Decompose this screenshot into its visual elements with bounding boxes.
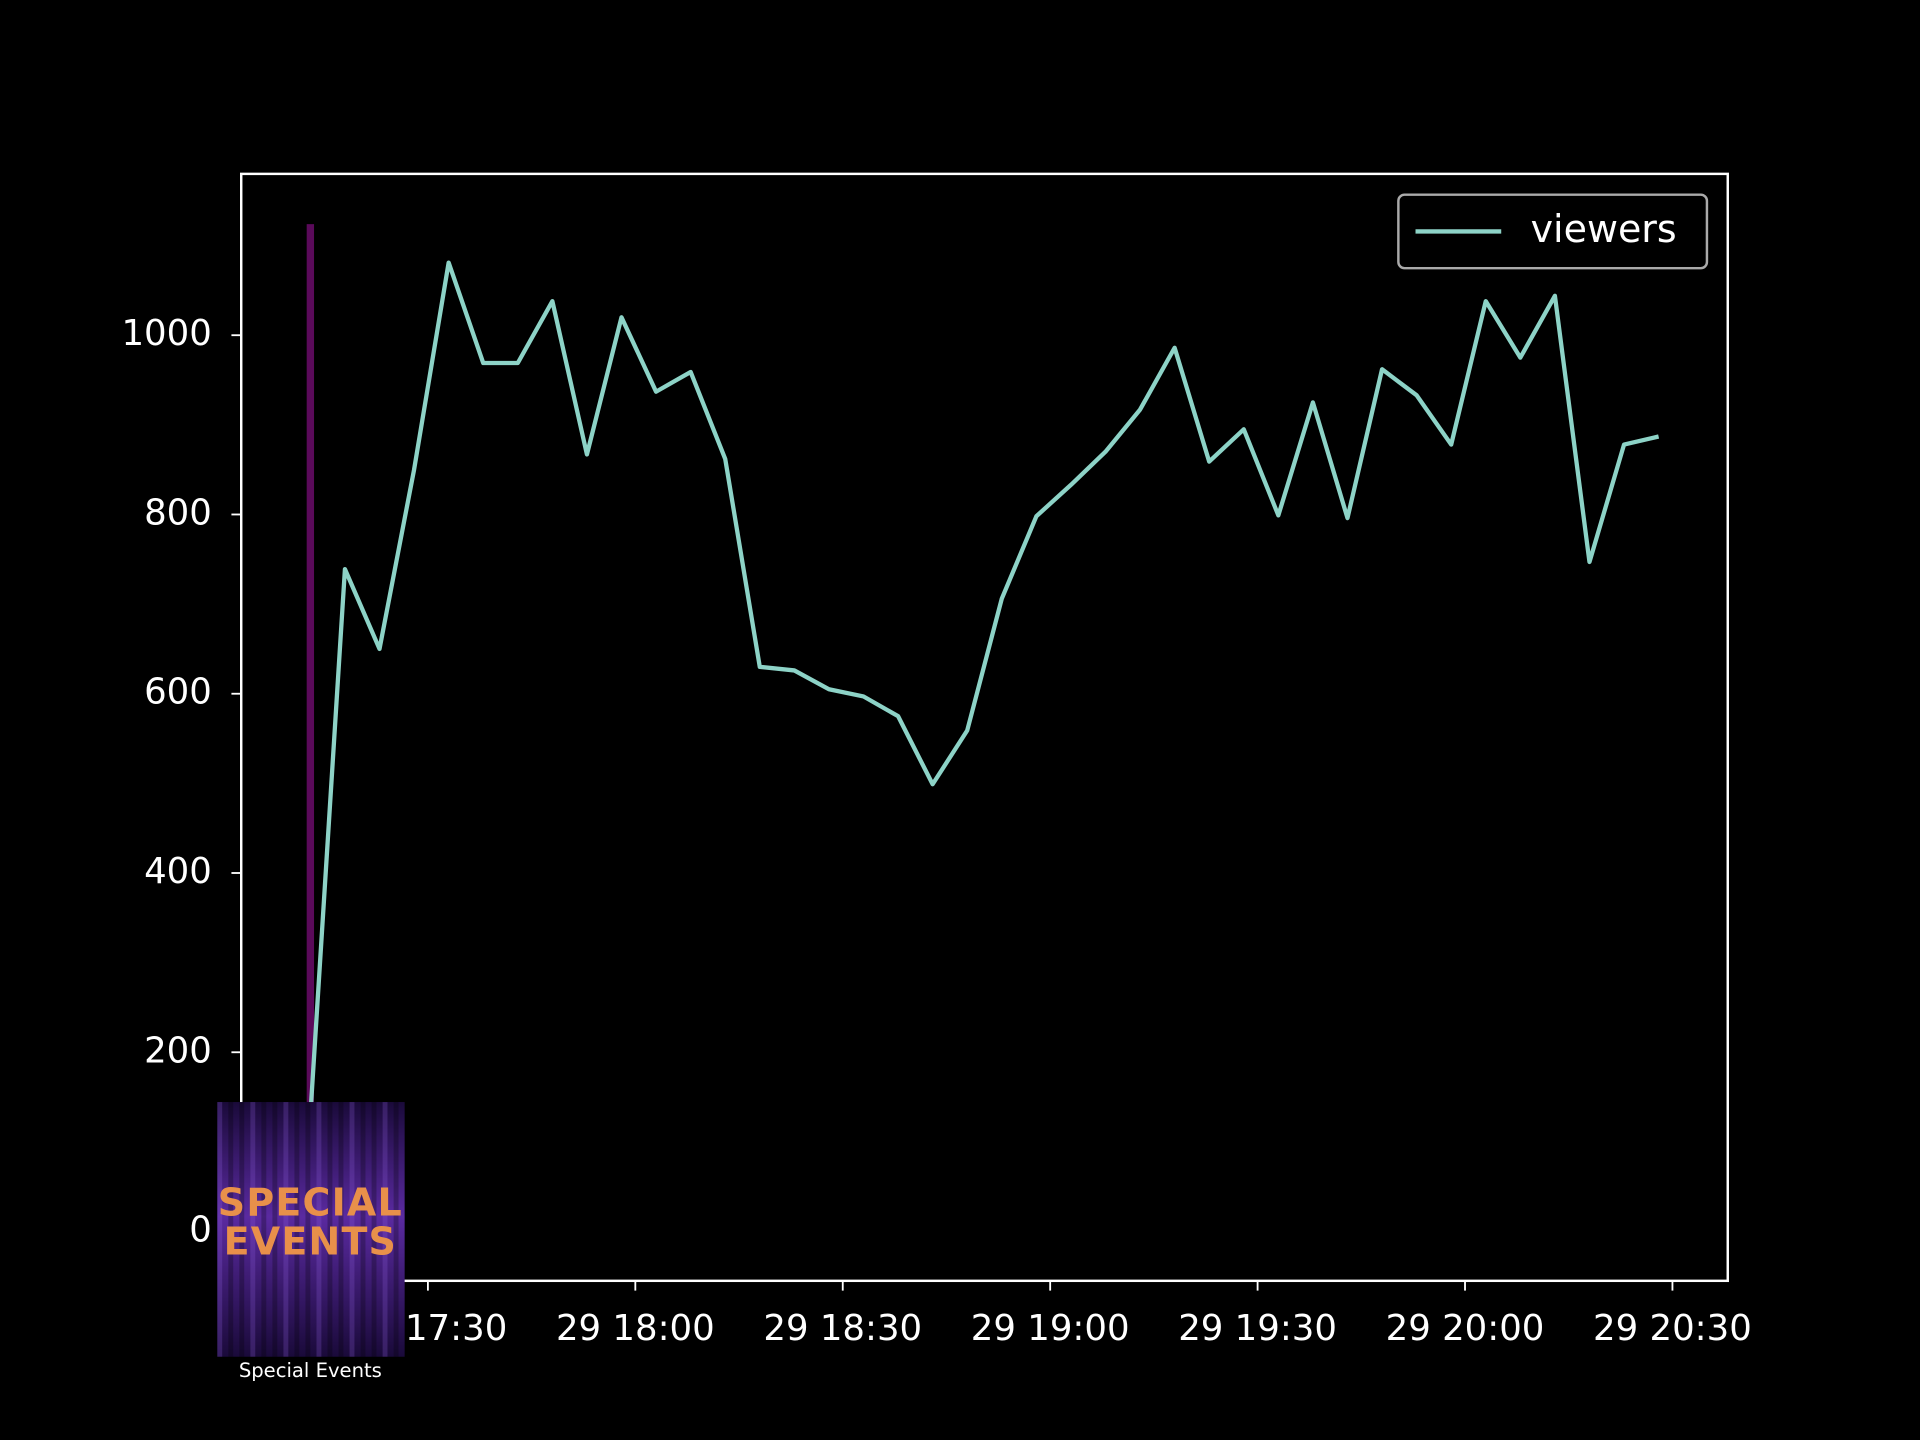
thumbnail-stripe xyxy=(382,1102,388,1357)
x-tick-label: 29 20:30 xyxy=(1593,1308,1752,1349)
thumbnail-text: EVENTS xyxy=(224,1220,398,1264)
thumbnail-stripe xyxy=(316,1102,322,1357)
legend-box xyxy=(1397,193,1709,270)
x-tick-label: 29 18:30 xyxy=(763,1308,922,1349)
x-tick-label: 29 19:00 xyxy=(971,1308,1130,1349)
thumbnail-stripe xyxy=(305,1102,311,1357)
thumbnail-stripe xyxy=(239,1102,245,1357)
thumbnail-stripe xyxy=(217,1102,223,1357)
thumbnail-stripe xyxy=(393,1102,399,1357)
thumbnail-stripe xyxy=(338,1102,344,1357)
y-tick-label: 1000 xyxy=(121,313,211,354)
x-tick-label: 29 18:00 xyxy=(556,1308,715,1349)
thumbnail-stripe xyxy=(250,1102,256,1357)
legend-label: viewers xyxy=(1531,207,1677,251)
y-tick-label: 0 xyxy=(189,1210,212,1251)
thumbnail-stripe xyxy=(272,1102,278,1357)
thumbnail-text: SPECIAL xyxy=(218,1180,403,1224)
y-tick-label: 800 xyxy=(144,492,212,533)
thumbnail-stripe xyxy=(371,1102,377,1357)
x-tick-label: 29 20:00 xyxy=(1386,1308,1545,1349)
series-line xyxy=(308,260,1660,1116)
y-tick-label: 400 xyxy=(144,851,212,892)
thumbnail-stripe xyxy=(360,1102,366,1357)
axes-frame xyxy=(240,172,1729,1283)
thumbnail-stripe xyxy=(283,1102,289,1357)
y-tick-label: 600 xyxy=(144,672,212,713)
thumbnail-stripe xyxy=(327,1102,333,1357)
thumbnail-stripe xyxy=(261,1102,267,1357)
thumbnail-stripe xyxy=(228,1102,234,1357)
thumbnail-caption: Special Events xyxy=(239,1359,382,1382)
thumbnail-stripe xyxy=(294,1102,300,1357)
y-tick-label: 200 xyxy=(144,1030,212,1071)
x-tick-label: 29 19:30 xyxy=(1178,1308,1337,1349)
thumbnail-bg xyxy=(217,1102,405,1357)
thumbnail-stripe xyxy=(349,1102,355,1357)
